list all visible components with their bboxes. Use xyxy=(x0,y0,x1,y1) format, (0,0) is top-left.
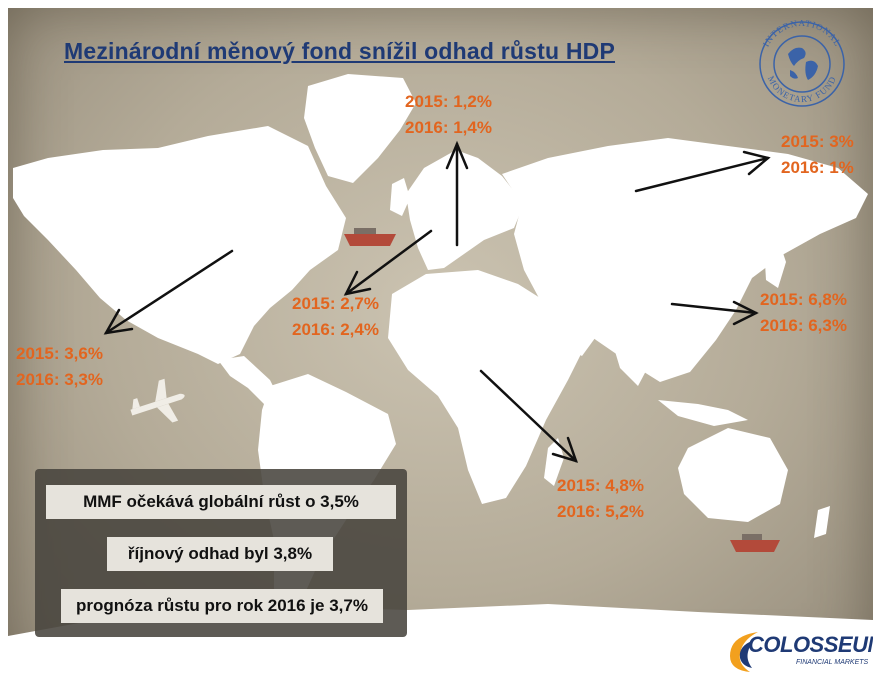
japan-landmass xyxy=(764,238,786,288)
north-america-2016: 2016: 3,3% xyxy=(16,370,103,389)
arrow-russia xyxy=(634,150,771,193)
imf-ring-bottom: MONETARY FUND xyxy=(766,74,837,104)
arabia-landmass xyxy=(538,304,598,356)
map-canvas: Mezinárodní měnový fond snížil odhad růs… xyxy=(8,8,873,675)
airplane-icon xyxy=(130,378,185,423)
info-panel: MMF očekává globální růst o 3,5% říjnový… xyxy=(35,469,407,637)
asia-values: 2015: 6,8% 2016: 6,3% xyxy=(760,287,847,339)
north-america-landmass xyxy=(13,126,346,364)
latin-america-values: 2015: 2,7% 2016: 2,4% xyxy=(292,291,379,343)
africa-2016: 2016: 5,2% xyxy=(557,502,644,521)
north-america-values: 2015: 3,6% 2016: 3,3% xyxy=(16,341,103,393)
world-map xyxy=(8,74,873,675)
india-landmass xyxy=(608,324,656,386)
colosseum-logo: COLOSSEUM FINANCIAL MARKETS xyxy=(724,622,873,675)
central-america-landmass xyxy=(218,356,280,404)
europe-values: 2015: 1,2% 2016: 1,4% xyxy=(405,89,492,141)
north-america-2015: 2015: 3,6% xyxy=(16,344,103,363)
page-title: Mezinárodní měnový fond snížil odhad růs… xyxy=(64,38,616,64)
info-global-growth: MMF očekává globální růst o 3,5% xyxy=(46,485,396,519)
arrow-asia xyxy=(670,300,759,326)
indonesia-landmass xyxy=(658,400,748,426)
info-october-estimate: říjnový odhad byl 3,8% xyxy=(107,537,333,571)
asia-2015: 2015: 6,8% xyxy=(760,290,847,309)
ship-icon-south xyxy=(730,534,780,552)
arrow-europe xyxy=(445,140,469,247)
brand-subtitle: FINANCIAL MARKETS xyxy=(796,659,869,666)
uk-landmass xyxy=(390,178,410,216)
africa-values: 2015: 4,8% 2016: 5,2% xyxy=(557,473,644,525)
europe-landmass xyxy=(406,150,524,270)
globe-icon xyxy=(788,47,818,80)
imf-logo: INTERNATIONAL MONETARY FUND xyxy=(759,18,845,107)
russia-values: 2015: 3% 2016: 1% xyxy=(781,129,854,181)
latin-america-2016: 2016: 2,4% xyxy=(292,320,379,339)
greenland-landmass xyxy=(304,74,416,183)
africa-landmass xyxy=(388,270,586,504)
latin-america-2015: 2015: 2,7% xyxy=(292,294,379,313)
madagascar-landmass xyxy=(544,438,564,486)
ship-icon xyxy=(344,228,396,246)
brand-name: COLOSSEUM xyxy=(748,632,873,657)
info-2016-forecast: prognóza růstu pro rok 2016 je 3,7% xyxy=(61,589,383,623)
europe-2016: 2016: 1,4% xyxy=(405,118,492,137)
asia-2016: 2016: 6,3% xyxy=(760,316,847,335)
arrow-latin-america xyxy=(343,229,433,296)
africa-2015: 2015: 4,8% xyxy=(557,476,644,495)
swoosh-icon xyxy=(730,632,758,672)
russia-2015: 2015: 3% xyxy=(781,132,854,151)
australia-landmass xyxy=(678,428,788,522)
europe-2015: 2015: 1,2% xyxy=(405,92,492,111)
arrow-north-america xyxy=(103,249,234,335)
arrow-africa xyxy=(479,369,578,463)
asia-landmass xyxy=(502,138,868,382)
svg-text:MONETARY FUND: MONETARY FUND xyxy=(766,74,838,104)
new-zealand-landmass xyxy=(814,506,830,538)
russia-2016: 2016: 1% xyxy=(781,158,854,177)
